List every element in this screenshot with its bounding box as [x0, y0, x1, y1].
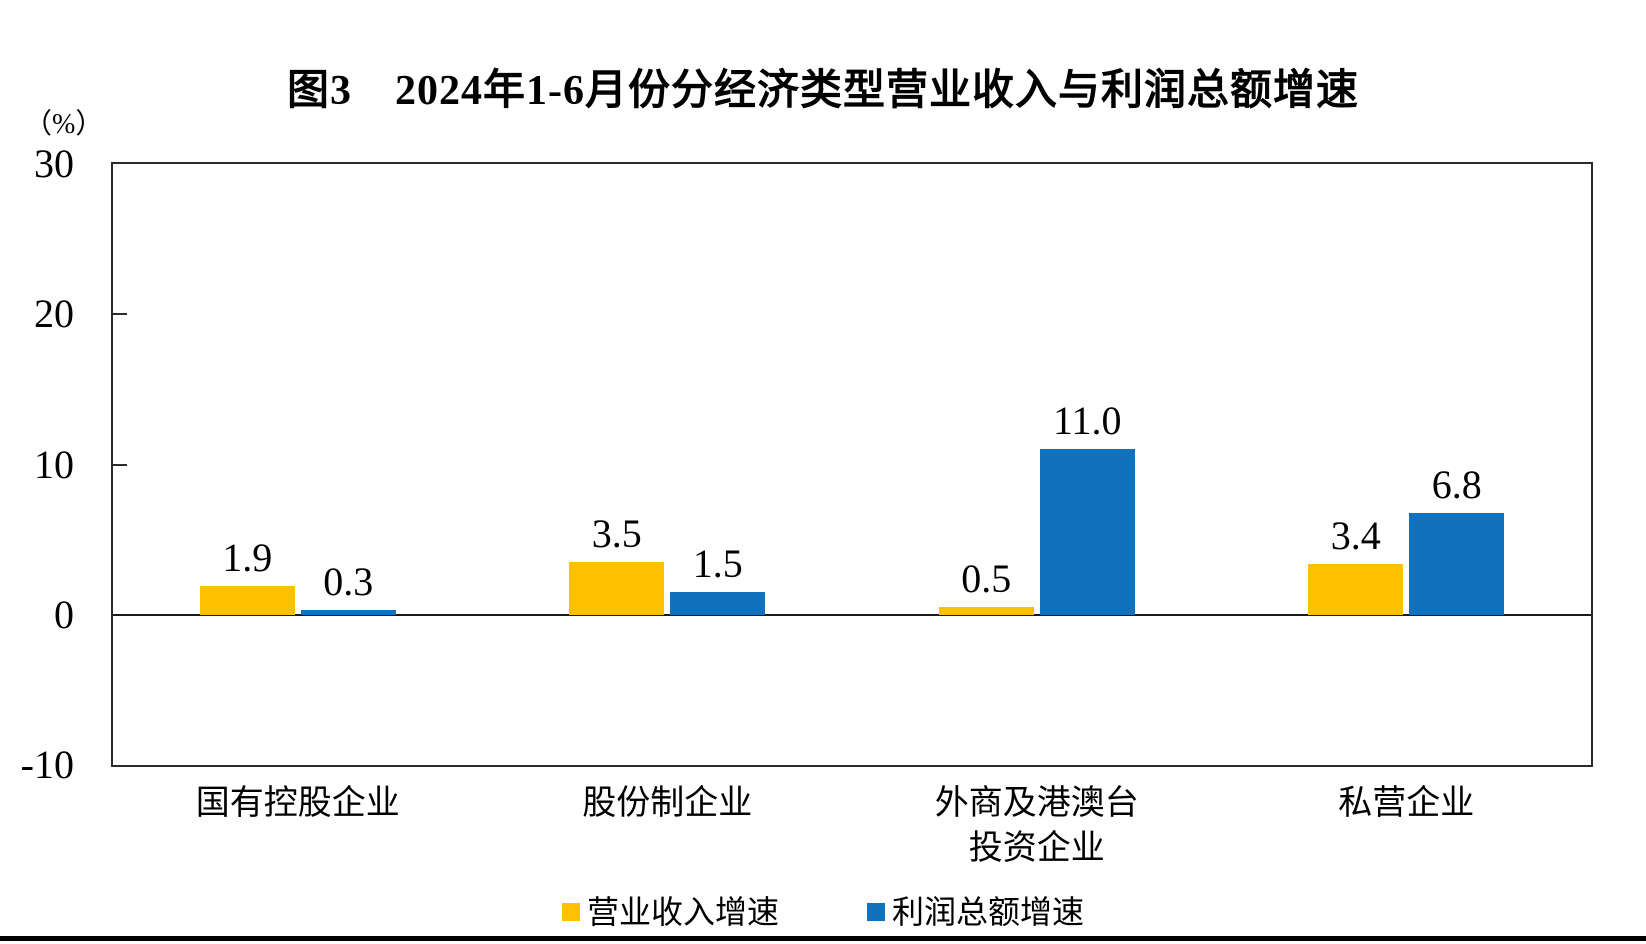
x-category-label: 私营企业 [1338, 785, 1475, 822]
y-axis-unit-label: （%） [24, 109, 104, 140]
bar [300, 610, 396, 615]
y-tick-mark [113, 313, 127, 316]
plot-area: 1.9 0.3 3.5 1.5 0.5 11.0 3.4 6.8 [111, 162, 1593, 767]
y-tick-label: 0 [54, 591, 74, 637]
zero-baseline [113, 613, 1591, 616]
legend-swatch-icon [561, 903, 580, 921]
bar-value-label: 1.9 [222, 535, 273, 581]
bar [670, 592, 766, 615]
bar-value-label: 3.4 [1330, 512, 1381, 558]
x-category-label: 国有控股企业 [195, 785, 400, 822]
bar-value-label: 3.5 [591, 511, 642, 557]
legend: 营业收入增速 利润总额增速 [0, 894, 1646, 930]
x-category-label: 股份制企业 [582, 785, 753, 822]
bar [199, 586, 295, 615]
bar-value-label: 0.3 [323, 559, 374, 605]
legend-item: 营业收入增速 [561, 894, 779, 930]
y-tick-mark [113, 463, 127, 466]
bar [1308, 563, 1404, 615]
bar-value-label: 1.5 [692, 541, 743, 587]
legend-label: 营业收入增速 [586, 894, 779, 930]
chart-title: 图3 2024年1-6月份分经济类型营业收入与利润总额增速 [287, 68, 1359, 114]
legend-swatch-icon [867, 903, 885, 921]
bar-value-label: 11.0 [1052, 398, 1122, 444]
legend-item: 利润总额增速 [867, 894, 1084, 930]
y-tick-label: 20 [34, 291, 74, 337]
bar [1039, 449, 1135, 615]
bar [1409, 512, 1505, 615]
y-tick-label: 30 [34, 141, 74, 186]
bar-value-label: 6.8 [1431, 461, 1482, 507]
y-tick-label: 10 [34, 441, 74, 487]
bar-value-label: 0.5 [961, 556, 1012, 602]
bar [569, 562, 665, 615]
legend-label: 利润总额增速 [892, 894, 1085, 930]
bar [938, 607, 1034, 615]
x-category-label: 外商及港澳台 投资企业 [934, 785, 1139, 867]
y-tick-label: -10 [20, 742, 74, 787]
bottom-divider [0, 936, 1646, 941]
